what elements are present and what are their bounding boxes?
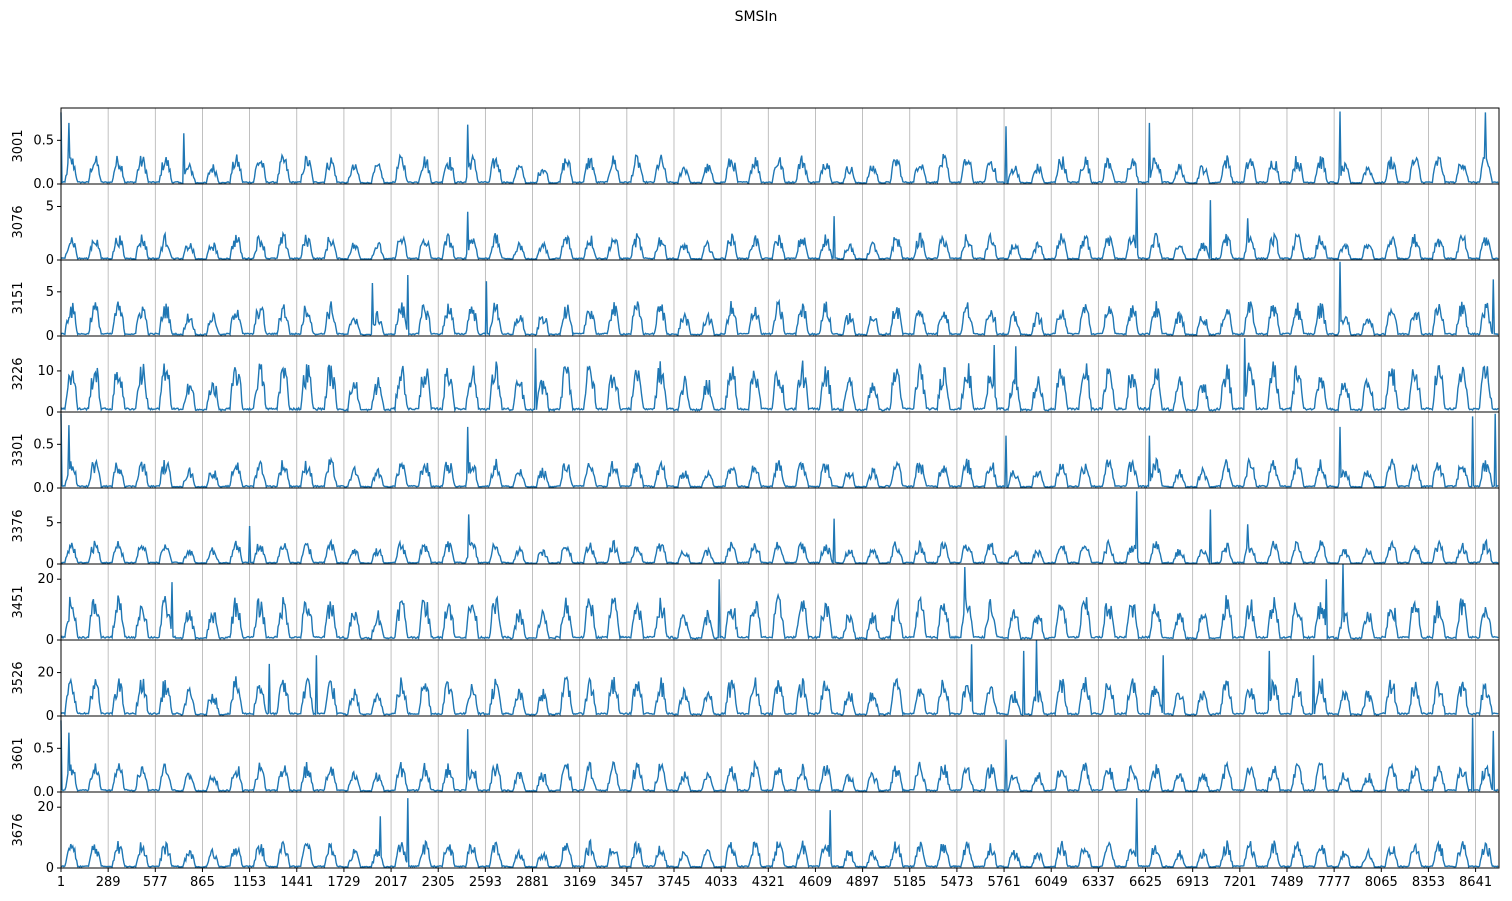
x-tick-label: 8065 bbox=[1365, 875, 1398, 890]
y-axis-label: 3151 bbox=[11, 281, 26, 314]
y-tick-label: 5 bbox=[46, 199, 54, 214]
y-axis-label: 3301 bbox=[11, 433, 26, 466]
panel-3151: 0 5 3151 bbox=[11, 259, 1500, 344]
x-tick-label: 1729 bbox=[327, 875, 360, 890]
x-tick-label: 6913 bbox=[1176, 875, 1209, 890]
panel-frame bbox=[60, 791, 1500, 869]
y-tick-label: 5 bbox=[46, 285, 54, 300]
panel-3001: 0.0 0.5 3001 bbox=[11, 107, 1500, 192]
x-tick-label: 3457 bbox=[610, 875, 643, 890]
panel-3601: 0.0 0.5 3601 bbox=[11, 715, 1500, 800]
x-tick-label: 2305 bbox=[422, 875, 455, 890]
panel-3301: 0.0 0.5 3301 bbox=[11, 411, 1500, 496]
y-axis-label: 3376 bbox=[11, 509, 26, 542]
y-tick-label: 0 bbox=[46, 861, 54, 876]
y-tick-label: 0 bbox=[46, 405, 54, 420]
series-line-3001 bbox=[60, 111, 1499, 185]
y-tick-label: 0.0 bbox=[33, 177, 54, 192]
y-tick-label: 0 bbox=[46, 709, 54, 724]
x-tick-label: 6625 bbox=[1129, 875, 1162, 890]
x-tick-label: 7201 bbox=[1223, 875, 1256, 890]
series-line-3526 bbox=[60, 639, 1499, 717]
x-tick-label: 1153 bbox=[233, 875, 266, 890]
x-tick-label: 3169 bbox=[563, 875, 596, 890]
panel-3376: 0 5 3376 bbox=[11, 487, 1500, 572]
x-tick-label: 2017 bbox=[375, 875, 408, 890]
chart-title: SMSIn bbox=[735, 9, 778, 25]
panel-frame bbox=[60, 107, 1500, 185]
y-axis-label: 3076 bbox=[11, 205, 26, 238]
x-tick-label: 5473 bbox=[940, 875, 973, 890]
y-tick-label: 5 bbox=[46, 516, 54, 531]
x-tick-label: 4897 bbox=[846, 875, 879, 890]
y-axis-label: 3451 bbox=[11, 585, 26, 618]
x-tick-label: 2593 bbox=[469, 875, 502, 890]
x-tick-label: 7489 bbox=[1270, 875, 1303, 890]
series-line-3151 bbox=[60, 261, 1499, 337]
x-tick-label: 8353 bbox=[1412, 875, 1445, 890]
panel-3451: 0 20 3451 bbox=[11, 563, 1500, 648]
panel-frame bbox=[60, 411, 1500, 489]
series-line-3376 bbox=[60, 491, 1499, 566]
x-tick-label: 4321 bbox=[752, 875, 785, 890]
x-tick-label: 1441 bbox=[280, 875, 313, 890]
y-tick-label: 0 bbox=[46, 253, 54, 268]
x-tick-label: 289 bbox=[96, 875, 121, 890]
y-axis-label: 3226 bbox=[11, 357, 26, 390]
y-tick-label: 10 bbox=[37, 364, 54, 379]
x-tick-label: 577 bbox=[143, 875, 168, 890]
y-tick-label: 0 bbox=[46, 557, 54, 572]
series-line-3076 bbox=[60, 188, 1499, 261]
x-tick-label: 1 bbox=[57, 875, 65, 890]
x-tick-label: 3745 bbox=[657, 875, 690, 890]
y-tick-label: 0.5 bbox=[33, 437, 54, 452]
x-tick-label: 7777 bbox=[1318, 875, 1351, 890]
x-tick-label: 5761 bbox=[988, 875, 1021, 890]
x-tick-label: 865 bbox=[190, 875, 215, 890]
x-tick-label: 4609 bbox=[799, 875, 832, 890]
series-line-3451 bbox=[60, 563, 1499, 641]
y-tick-label: 0.5 bbox=[33, 741, 54, 756]
y-tick-label: 20 bbox=[37, 800, 54, 815]
panel-3676: 0 20 3676 bbox=[11, 791, 1500, 876]
panel-frame bbox=[60, 335, 1500, 413]
panel-3076: 0 5 3076 bbox=[11, 183, 1500, 268]
y-axis-label: 3526 bbox=[11, 661, 26, 694]
x-tick-label: 6049 bbox=[1035, 875, 1068, 890]
series-line-3676 bbox=[60, 798, 1499, 869]
series-line-3301 bbox=[60, 413, 1499, 489]
panel-frame bbox=[60, 715, 1500, 793]
series-line-3601 bbox=[60, 717, 1499, 793]
y-tick-label: 0 bbox=[46, 633, 54, 648]
y-axis-label: 3601 bbox=[11, 737, 26, 770]
panels: 0.00.5300105307605315101032260.00.533010… bbox=[11, 107, 1500, 876]
y-tick-label: 0 bbox=[46, 329, 54, 344]
panel-frame bbox=[60, 259, 1500, 337]
y-axis-label: 3001 bbox=[11, 129, 26, 162]
y-tick-label: 20 bbox=[37, 666, 54, 681]
x-tick-label: 4033 bbox=[705, 875, 738, 890]
x-tick-label: 6337 bbox=[1082, 875, 1115, 890]
series-line-3226 bbox=[60, 338, 1499, 413]
x-tick-label: 2881 bbox=[516, 875, 549, 890]
y-axis-label: 3676 bbox=[11, 813, 26, 846]
y-tick-label: 0.0 bbox=[33, 785, 54, 800]
y-tick-label: 0.5 bbox=[33, 133, 54, 148]
panel-frame bbox=[60, 487, 1500, 565]
x-axis: 1 289 577 865 1153 1441 1729 2017 2305 2593 2881 31… bbox=[57, 868, 1492, 890]
y-tick-label: 0.0 bbox=[33, 481, 54, 496]
x-tick-label: 8641 bbox=[1459, 875, 1492, 890]
panel-3226: 0 10 3226 bbox=[11, 335, 1500, 420]
panel-frame bbox=[60, 639, 1500, 717]
panel-frame bbox=[60, 183, 1500, 261]
x-tick-label: 5185 bbox=[893, 875, 926, 890]
y-tick-label: 20 bbox=[37, 572, 54, 587]
panel-3526: 0 20 3526 bbox=[11, 639, 1500, 724]
